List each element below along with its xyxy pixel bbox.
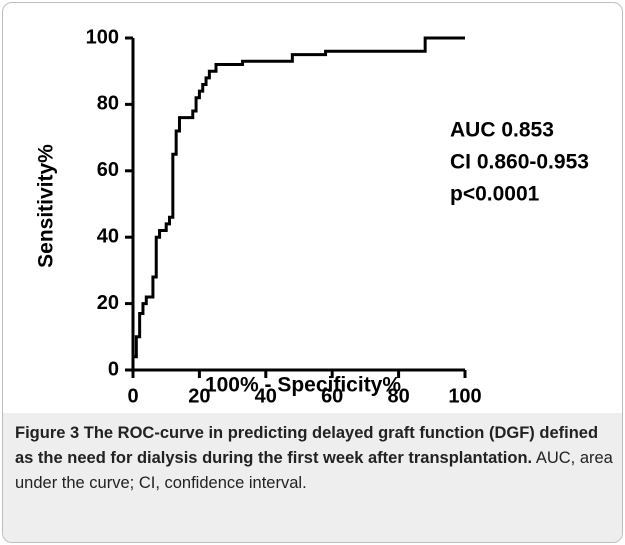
x-tick-label: 20	[188, 385, 210, 407]
caption-bold: Figure 3 The ROC-curve in predicting del…	[15, 424, 599, 467]
chart: 100% - Specificity% Sensitivity% 0 20 40 60…	[35, 26, 589, 407]
x-tick-label: 0	[127, 385, 138, 407]
annotation: AUC 0.853	[450, 119, 554, 142]
roc-curve	[131, 36, 465, 370]
y-tick-label: 0	[108, 358, 119, 380]
x-tick-label: 80	[387, 385, 409, 407]
y-axis-label: Sensitivity%	[35, 144, 58, 268]
y-tick-label: 100	[86, 26, 119, 48]
y-tick-label: 60	[97, 159, 119, 181]
y-tick-label: 40	[97, 225, 119, 247]
caption-text: AUC, area under the curve; CI, confidenc…	[15, 449, 613, 492]
x-tick-label: 100	[448, 385, 481, 407]
annotation: p<0.0001	[450, 183, 540, 206]
x-tick-label: 40	[255, 385, 277, 407]
y-tick-label: 80	[97, 93, 119, 115]
annotation: CI 0.860-0.953	[450, 151, 589, 174]
x-tick-label: 60	[321, 385, 343, 407]
y-tick-label: 20	[97, 292, 119, 314]
caption: Figure 3 The ROC-curve in predicting del…	[3, 413, 622, 542]
x-axis-label: 100% - Specificity%	[205, 374, 401, 397]
